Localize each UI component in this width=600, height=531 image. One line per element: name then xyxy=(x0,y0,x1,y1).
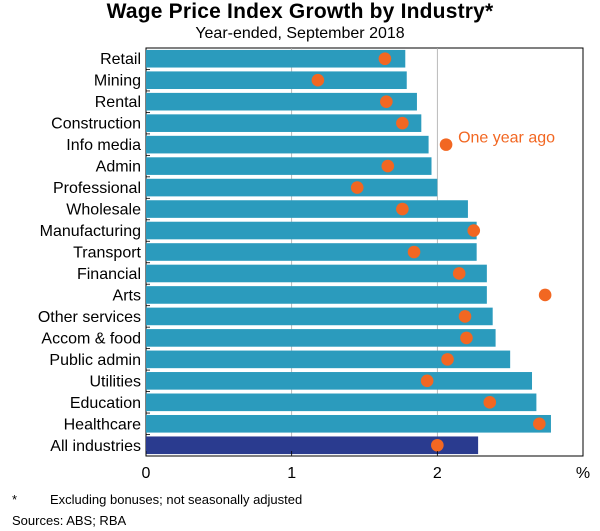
bar-arts xyxy=(146,286,487,304)
footnote-text: Excluding bonuses; not seasonally adjust… xyxy=(50,492,303,507)
category-label: Accom & food xyxy=(41,330,141,347)
dot-public-admin xyxy=(441,353,454,366)
x-axis-unit: % xyxy=(576,465,590,482)
chart-title: Wage Price Index Growth by Industry* xyxy=(106,0,494,23)
bar-all-industries xyxy=(146,436,479,455)
dot-education xyxy=(483,396,497,409)
dot-retail xyxy=(378,52,392,66)
dot-financial xyxy=(452,267,466,280)
category-label: Retail xyxy=(100,51,141,68)
category-label: Public admin xyxy=(49,352,141,369)
category-label: Healthcare xyxy=(64,416,141,433)
dot-construction xyxy=(396,116,409,130)
dot-professional xyxy=(350,181,364,194)
bar-mining xyxy=(146,71,407,90)
footnote-mark: * xyxy=(12,492,18,507)
dot-all-industries xyxy=(431,438,444,452)
category-label: All industries xyxy=(50,438,141,455)
category-label: Transport xyxy=(73,245,141,262)
x-tick-label: 2 xyxy=(433,465,442,482)
dot-mining xyxy=(311,73,325,87)
bar-healthcare xyxy=(146,414,551,433)
bar-retail xyxy=(146,49,406,68)
dot-utilities xyxy=(420,374,434,388)
legend-label: One year ago xyxy=(458,130,555,147)
category-label: Arts xyxy=(113,287,141,304)
category-label: Education xyxy=(70,395,141,412)
bar-manufacturing xyxy=(146,221,477,240)
category-label: Construction xyxy=(51,116,141,133)
dot-arts xyxy=(538,288,552,302)
bar-other-services xyxy=(146,307,493,326)
bar-accom-food xyxy=(146,329,496,347)
bar-rental xyxy=(146,92,417,111)
dot-rental xyxy=(380,95,393,108)
bar-financial xyxy=(146,264,487,283)
category-label: Mining xyxy=(94,73,141,90)
dot-healthcare xyxy=(533,417,546,431)
category-label: Utilities xyxy=(89,373,141,390)
chart-subtitle: Year-ended, September 2018 xyxy=(195,25,405,42)
x-tick-label: 1 xyxy=(287,465,296,482)
category-label: Professional xyxy=(53,180,141,197)
category-label: Manufacturing xyxy=(40,223,141,240)
dot-transport xyxy=(407,245,421,259)
bar-transport xyxy=(146,243,477,261)
dot-other-services xyxy=(458,310,472,323)
category-label: Financial xyxy=(77,266,141,283)
category-label: Wholesale xyxy=(66,202,141,219)
sources-note: Sources: ABS; RBA xyxy=(12,513,127,528)
dot-wholesale xyxy=(396,202,409,216)
category-label: Admin xyxy=(96,159,141,176)
bar-admin xyxy=(146,157,432,175)
dot-admin xyxy=(381,159,395,173)
bar-public-admin xyxy=(146,350,511,369)
x-tick-label: 0 xyxy=(142,465,151,482)
bar-education xyxy=(146,393,537,412)
category-label: Info media xyxy=(66,137,141,154)
bar-info-media xyxy=(146,135,429,154)
category-label: Other services xyxy=(38,309,141,326)
bar-utilities xyxy=(146,372,533,390)
category-label: Rental xyxy=(95,94,141,111)
legend-dot xyxy=(439,138,453,151)
dot-accom-food xyxy=(460,331,473,345)
dot-manufacturing xyxy=(467,224,481,237)
bar-professional xyxy=(146,178,438,197)
bar-construction xyxy=(146,114,422,132)
bar-wholesale xyxy=(146,200,468,218)
